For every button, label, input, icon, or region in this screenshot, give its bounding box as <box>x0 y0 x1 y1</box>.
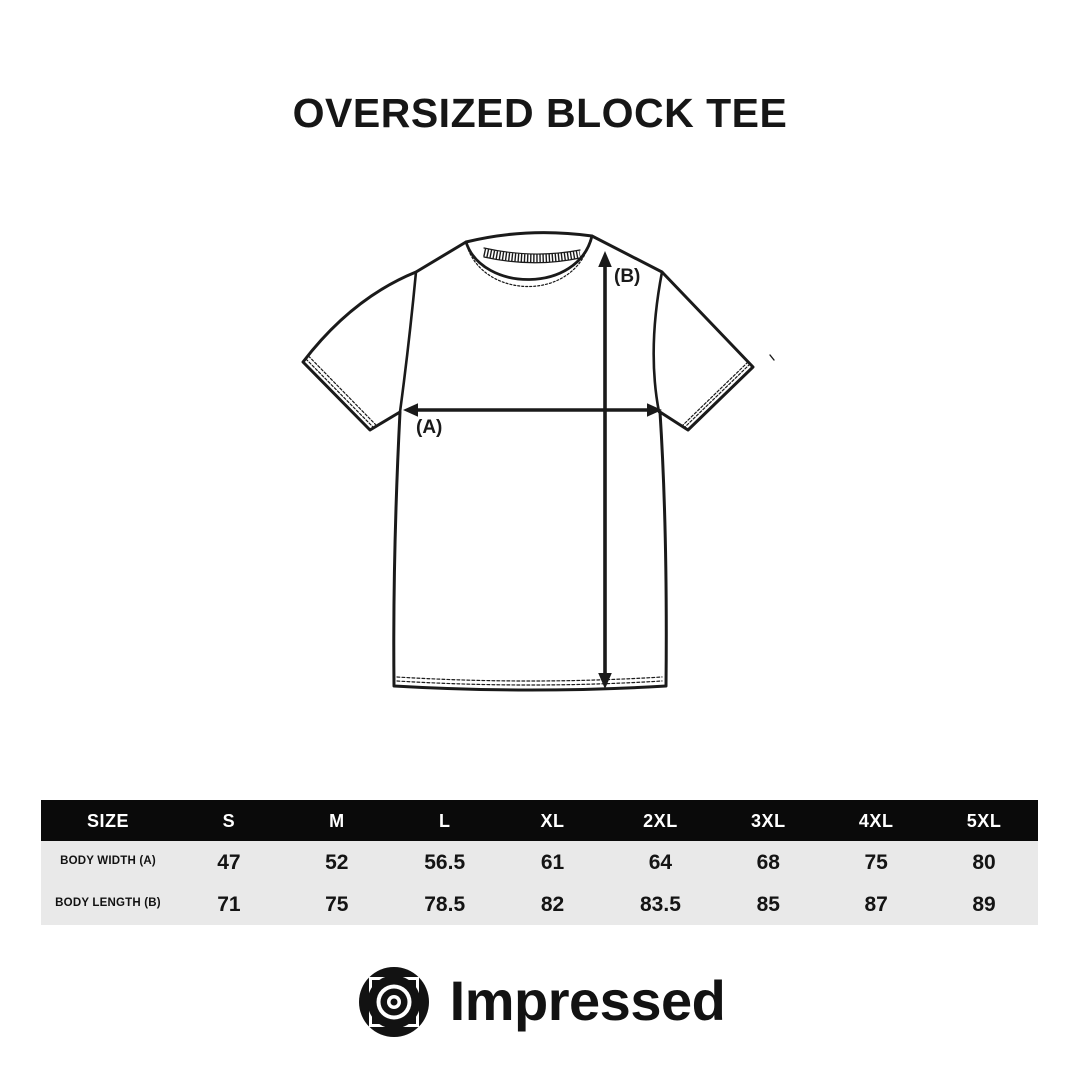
size-table: SIZE S M L XL 2XL 3XL 4XL 5XL BODY WIDTH… <box>41 800 1038 925</box>
table-value: 85 <box>756 892 780 916</box>
bottom-hem-stitch <box>396 676 663 686</box>
length-arrow-label: (B) <box>614 266 640 287</box>
collar-ribbing <box>483 248 581 263</box>
size-column-header: 4XL <box>858 810 894 831</box>
impressed-logo-icon <box>358 967 429 1037</box>
collar-rib-bottom-edge <box>483 256 581 264</box>
table-value: 68 <box>756 850 780 874</box>
left-sleeve-stitch <box>305 355 377 428</box>
size-column-header: XL <box>540 810 565 831</box>
brand-footer: Impressed <box>0 960 1080 1044</box>
size-column-header: 2XL <box>643 810 678 831</box>
brand-name: Impressed <box>449 968 726 1032</box>
page-title: OVERSIZED BLOCK TEE <box>292 90 788 136</box>
table-value: 71 <box>217 892 241 916</box>
table-value: 82 <box>540 892 565 916</box>
table-row-body-width: BODY WIDTH (A) 47 52 56.5 61 64 68 75 80 <box>41 841 1038 883</box>
table-row-body-length: BODY LENGTH (B) 71 75 78.5 82 83.5 85 87… <box>41 883 1038 925</box>
size-column-header: M <box>329 810 345 831</box>
tshirt-measurement-diagram: (A) (B) <box>301 231 775 692</box>
table-value: 78.5 <box>424 892 466 916</box>
right-armhole-seam <box>652 270 664 414</box>
table-value: 61 <box>540 850 565 874</box>
left-armhole-seam <box>398 270 418 414</box>
size-column-header: 3XL <box>751 810 786 831</box>
size-table-header-row: SIZE S M L XL 2XL 3XL 4XL 5XL <box>41 800 1038 841</box>
table-value: 47 <box>217 850 241 874</box>
size-column-header: 5XL <box>966 810 1002 831</box>
table-value: 89 <box>972 892 996 916</box>
table-value: 64 <box>648 850 673 874</box>
size-column-header: L <box>438 810 451 831</box>
table-value: 75 <box>864 850 888 874</box>
right-sleeve-stitch <box>682 361 751 428</box>
table-value: 75 <box>325 892 349 916</box>
size-column-header: S <box>222 810 236 831</box>
collar-rib-top-edge <box>483 247 581 255</box>
row-label: BODY WIDTH (A) <box>60 855 156 868</box>
stray-mark <box>769 354 775 361</box>
collar-neckline <box>464 234 594 281</box>
width-arrow <box>403 403 662 417</box>
table-value: 52 <box>325 850 349 874</box>
table-value: 83.5 <box>640 892 681 916</box>
length-arrow <box>598 251 612 689</box>
table-value: 87 <box>864 892 888 916</box>
size-column-header: SIZE <box>86 810 129 831</box>
table-value: 80 <box>972 850 996 874</box>
table-value: 56.5 <box>424 850 466 874</box>
row-label: BODY LENGTH (B) <box>55 897 161 910</box>
width-arrow-label: (A) <box>416 417 442 438</box>
collar-stitch-dotted <box>466 239 591 288</box>
tshirt-outline <box>301 231 755 692</box>
